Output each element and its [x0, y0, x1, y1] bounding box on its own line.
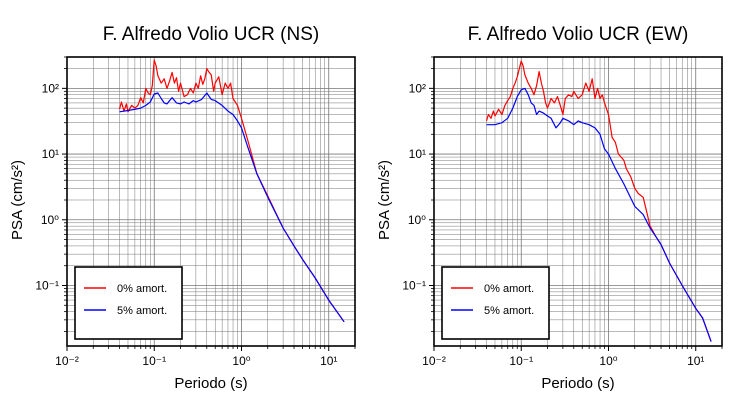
- x-tick-label: 10⁻²: [422, 354, 446, 368]
- x-tick-label: 10¹: [687, 354, 704, 368]
- y-axis-label: PSA (cm/s²): [376, 160, 393, 240]
- series-layer: [118, 59, 345, 323]
- legend-box: [74, 266, 183, 340]
- x-tick-label: 10⁰: [599, 354, 617, 368]
- legend: 0% amort. 5% amort.: [74, 266, 183, 340]
- x-axis-label: Periodo (s): [541, 375, 614, 392]
- chart-title: F. Alfredo Volio UCR (EW): [468, 24, 689, 45]
- x-tick-label: 10⁰: [232, 354, 250, 368]
- x-tick-label: 10⁻²: [55, 354, 79, 368]
- series-line-0: [485, 60, 712, 342]
- x-tick-label: 10¹: [320, 354, 337, 368]
- y-tick-label: 10¹: [42, 147, 59, 161]
- x-tick-label: 10⁻¹: [142, 354, 166, 368]
- legend-label-0: 0% amort.: [484, 283, 534, 295]
- plot-frame: [433, 56, 723, 347]
- y-tick-label: 10²: [409, 81, 426, 95]
- legend-box: [441, 266, 550, 340]
- legend-label-0: 0% amort.: [117, 283, 167, 295]
- legend-label-1: 5% amort.: [484, 305, 534, 317]
- series-layer: [485, 60, 712, 342]
- series-line-1: [119, 92, 345, 323]
- chart-title: F. Alfredo Volio UCR (NS): [103, 24, 319, 45]
- y-tick-label: 10¹: [409, 147, 426, 161]
- y-tick-label: 10⁻¹: [402, 278, 426, 292]
- chart-ew: F. Alfredo Volio UCR (EW) 10⁻² 10⁻¹ 10⁰ 10¹…: [376, 24, 723, 392]
- y-axis-label: PSA (cm/s²): [9, 160, 26, 240]
- legend-label-1: 5% amort.: [117, 305, 167, 317]
- chart-ns: F. Alfredo Volio UCR (NS) 10⁻² 10⁻¹ 10⁰ 10¹…: [9, 24, 356, 392]
- y-tick-label: 10⁰: [41, 213, 59, 227]
- y-tick-label: 10⁻¹: [35, 278, 59, 292]
- x-tick-label: 10⁻¹: [509, 354, 533, 368]
- series-line-0: [118, 59, 345, 323]
- x-axis-label: Periodo (s): [174, 375, 247, 392]
- ticks: 10⁻² 10⁻¹ 10⁰ 10¹ 10⁻¹ 10⁰ 10¹ 10²: [35, 56, 356, 368]
- legend: 0% amort. 5% amort.: [441, 266, 550, 340]
- y-tick-label: 10⁰: [408, 213, 426, 227]
- plot-frame: [66, 56, 356, 347]
- ticks: 10⁻² 10⁻¹ 10⁰ 10¹ 10⁻¹ 10⁰ 10¹ 10²: [402, 56, 723, 368]
- y-tick-label: 10²: [42, 81, 59, 95]
- series-line-1: [486, 87, 712, 342]
